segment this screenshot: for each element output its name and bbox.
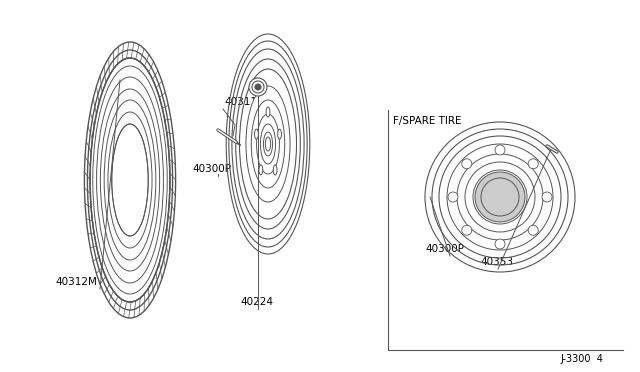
Ellipse shape (252, 100, 285, 188)
Ellipse shape (257, 114, 280, 174)
Ellipse shape (475, 172, 525, 222)
Ellipse shape (259, 165, 263, 175)
Circle shape (448, 192, 458, 202)
Ellipse shape (255, 129, 259, 139)
Text: 40300P: 40300P (425, 244, 464, 254)
Ellipse shape (266, 107, 270, 117)
Ellipse shape (278, 129, 282, 139)
Text: 40300P: 40300P (192, 164, 231, 174)
Ellipse shape (255, 84, 261, 90)
Circle shape (542, 192, 552, 202)
Circle shape (473, 170, 527, 224)
Circle shape (495, 145, 505, 155)
Text: J-3300  4: J-3300 4 (560, 354, 603, 364)
Text: 40312M: 40312M (55, 277, 97, 287)
Circle shape (462, 225, 472, 235)
Circle shape (465, 162, 535, 232)
Ellipse shape (260, 124, 276, 164)
Ellipse shape (239, 69, 296, 219)
Ellipse shape (246, 86, 290, 202)
Ellipse shape (273, 165, 277, 175)
Ellipse shape (249, 78, 267, 96)
Ellipse shape (264, 132, 273, 156)
Circle shape (457, 154, 543, 240)
Circle shape (528, 159, 538, 169)
Circle shape (481, 178, 519, 216)
Circle shape (439, 136, 561, 258)
Ellipse shape (266, 137, 271, 151)
Text: 40353: 40353 (480, 257, 513, 267)
Circle shape (447, 144, 553, 250)
Text: 40224: 40224 (240, 297, 273, 307)
Circle shape (528, 225, 538, 235)
Circle shape (495, 239, 505, 249)
Text: F/SPARE TIRE: F/SPARE TIRE (393, 116, 461, 126)
Circle shape (462, 159, 472, 169)
Text: 40311M: 40311M (224, 97, 266, 107)
Ellipse shape (112, 124, 148, 236)
Ellipse shape (90, 58, 170, 302)
